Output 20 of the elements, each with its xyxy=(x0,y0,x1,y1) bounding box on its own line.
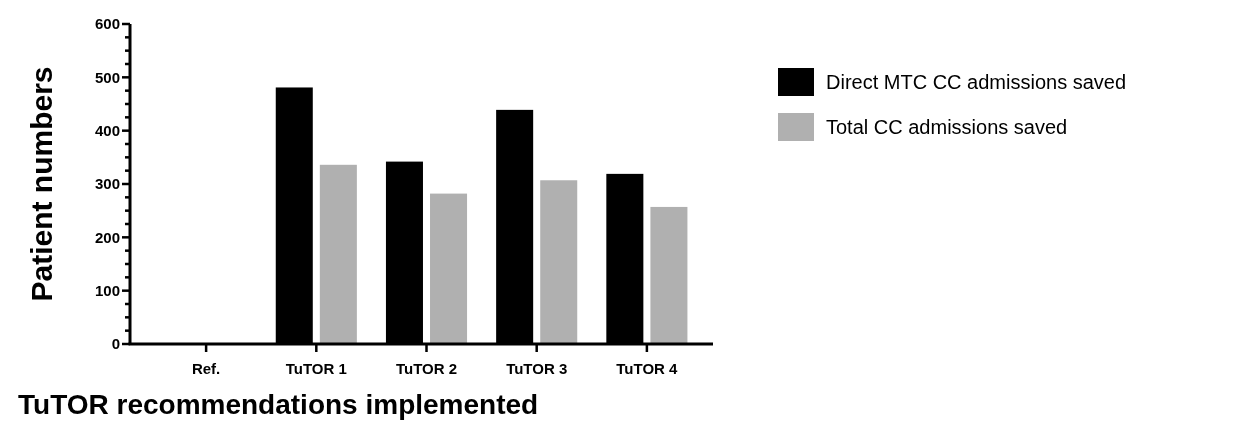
y-axis-title: Patient numbers xyxy=(25,66,58,302)
y-tick-label: 600 xyxy=(94,15,120,33)
x-tick-label: Ref. xyxy=(191,360,221,377)
x-tick-label: TuTOR 1 xyxy=(285,360,347,377)
y-tick-label: 300 xyxy=(94,175,120,193)
y-tick-label: 200 xyxy=(94,228,120,246)
y-tick-label: 0 xyxy=(111,335,120,353)
x-tick-label: TuTOR 3 xyxy=(506,360,568,377)
bar xyxy=(319,164,357,344)
x-tick-label: TuTOR 2 xyxy=(395,360,458,377)
bar xyxy=(540,180,578,344)
y-tick-label: 400 xyxy=(94,121,120,139)
x-tick-label: TuTOR 4 xyxy=(616,360,679,377)
bar xyxy=(650,206,688,344)
bar xyxy=(430,193,468,344)
legend-label: Total CC admissions saved xyxy=(826,116,1068,138)
y-tick-label: 100 xyxy=(94,281,120,299)
legend-label: Direct MTC CC admissions saved xyxy=(826,71,1127,93)
y-tick-label: 500 xyxy=(94,68,120,86)
x-axis-title: TuTOR recommendations implemented xyxy=(18,389,539,420)
